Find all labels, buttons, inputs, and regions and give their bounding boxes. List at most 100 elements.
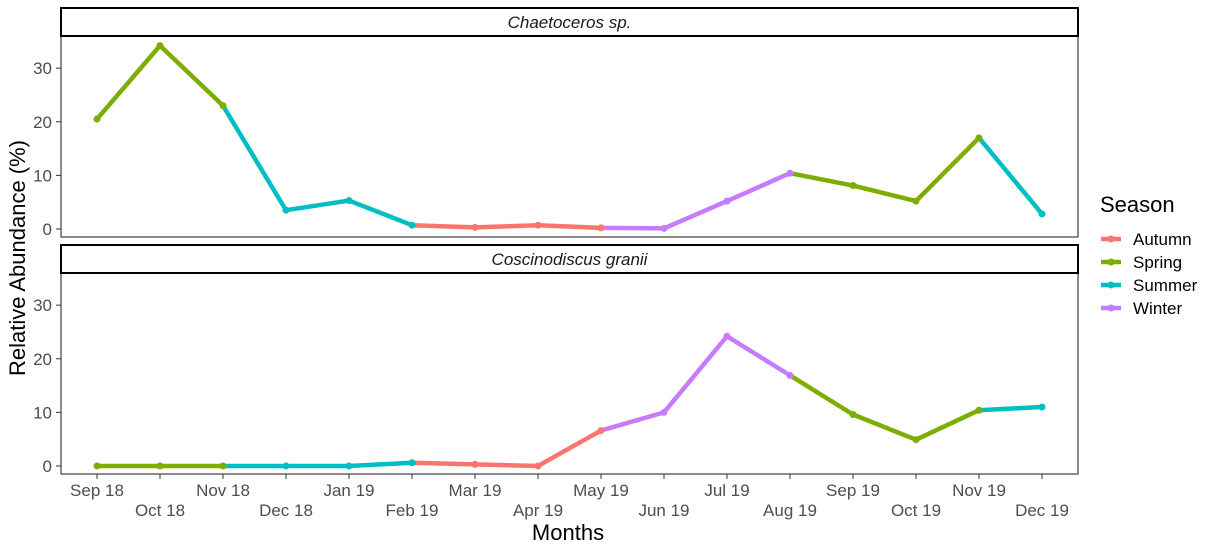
x-tick-label: Jun 19 (638, 501, 689, 520)
y-tick-label: 10 (33, 166, 52, 185)
legend-title: Season (1100, 192, 1175, 217)
y-tick-label: 30 (33, 296, 52, 315)
legend-item-summer: Summer (1101, 276, 1198, 295)
x-tick-label: Nov 19 (952, 481, 1006, 500)
x-tick-label: Sep 19 (826, 481, 880, 500)
legend-key-point (1107, 304, 1115, 312)
data-point (1038, 210, 1046, 218)
line-segment (346, 460, 415, 469)
panel-title: Chaetoceros sp. (508, 13, 632, 32)
legend-label: Summer (1133, 276, 1198, 295)
line-segment (850, 412, 919, 442)
legend-key-point (1107, 281, 1115, 289)
data-point (723, 332, 731, 340)
x-tick-label: Oct 18 (135, 501, 185, 520)
data-point (282, 206, 290, 214)
data-point (534, 462, 542, 470)
line-segment (787, 373, 856, 417)
line-segment (283, 198, 352, 213)
panel-strip (60, 7, 1079, 37)
data-point (912, 197, 920, 205)
x-tick-label: May 19 (573, 481, 629, 500)
x-axis-title: Months (532, 520, 604, 545)
panel-border (60, 35, 1079, 238)
data-point (849, 411, 857, 419)
legend-item-spring: Spring (1101, 253, 1182, 272)
panel-0: Chaetoceros sp. 0 10 20 30 (33, 7, 1079, 239)
y-tick-label: 20 (33, 113, 52, 132)
data-point (471, 223, 479, 231)
data-point (156, 462, 164, 470)
line-segment (850, 183, 919, 204)
x-tick-label: Apr 19 (513, 501, 563, 520)
x-tick-label: Oct 19 (891, 501, 941, 520)
data-point (597, 427, 605, 435)
panel-1: Coscinodiscus granii 0 10 20 30 Sep 18 Oct 18 N… (33, 244, 1079, 520)
line-segment (157, 43, 226, 108)
x-tick-label: Nov 18 (196, 481, 250, 500)
legend-label: Autumn (1133, 230, 1192, 249)
data-point (156, 42, 164, 50)
data-point (471, 460, 479, 468)
line-segment (661, 198, 730, 231)
line-segment (346, 198, 415, 228)
line-segment (535, 222, 604, 231)
y-tick-label: 30 (33, 59, 52, 78)
data-point (597, 224, 605, 232)
line-segment (409, 222, 478, 230)
legend-key-point (1107, 235, 1115, 243)
data-point (975, 406, 983, 414)
legend-key-point (1107, 258, 1115, 266)
panel-strip (60, 244, 1079, 274)
data-point (345, 197, 353, 205)
line-segment (94, 43, 163, 122)
line-segment (724, 170, 793, 204)
data-point (786, 169, 794, 177)
data-point (534, 221, 542, 229)
legend: Season Autumn Spring Summer Winter (1100, 192, 1198, 318)
data-point (660, 408, 668, 416)
legend-label: Spring (1133, 253, 1182, 272)
data-point (345, 462, 353, 470)
y-axis-title: Relative Abundance (%) (5, 140, 30, 376)
line-segment (598, 410, 667, 433)
y-tick-label: 10 (33, 403, 52, 422)
data-point (93, 462, 101, 470)
line-segment (598, 225, 667, 231)
y-tick-label: 0 (43, 457, 52, 476)
x-tick-label: Feb 19 (386, 501, 439, 520)
data-point (219, 462, 227, 470)
line-segment (409, 460, 478, 467)
line-segment (472, 222, 541, 230)
x-tick-label: Dec 18 (259, 501, 313, 520)
line-segment (976, 135, 1045, 217)
x-tick-label: Dec 19 (1015, 501, 1069, 520)
data-point (1038, 403, 1046, 411)
panel-border (60, 272, 1079, 475)
line-segment (472, 462, 541, 469)
line-segment (913, 135, 982, 204)
data-point (975, 134, 983, 142)
data-point (660, 224, 668, 232)
data-point (723, 197, 731, 205)
panel-title: Coscinodiscus granii (492, 250, 649, 269)
x-tick-label: Aug 19 (763, 501, 817, 520)
line-segment (913, 407, 982, 442)
line-segment (724, 333, 793, 378)
legend-item-autumn: Autumn (1101, 230, 1192, 249)
data-point (408, 459, 416, 467)
data-point (219, 102, 227, 110)
y-tick-label: 20 (33, 350, 52, 369)
data-point (849, 182, 857, 190)
data-point (93, 115, 101, 123)
x-tick-label: Jan 19 (323, 481, 374, 500)
data-point (912, 436, 920, 444)
x-tick-label: Sep 18 (70, 481, 124, 500)
x-tick-label: Jul 19 (704, 481, 749, 500)
line-segment (661, 333, 730, 415)
line-segment (787, 170, 856, 188)
data-point (786, 371, 794, 379)
y-tick-label: 0 (43, 220, 52, 239)
